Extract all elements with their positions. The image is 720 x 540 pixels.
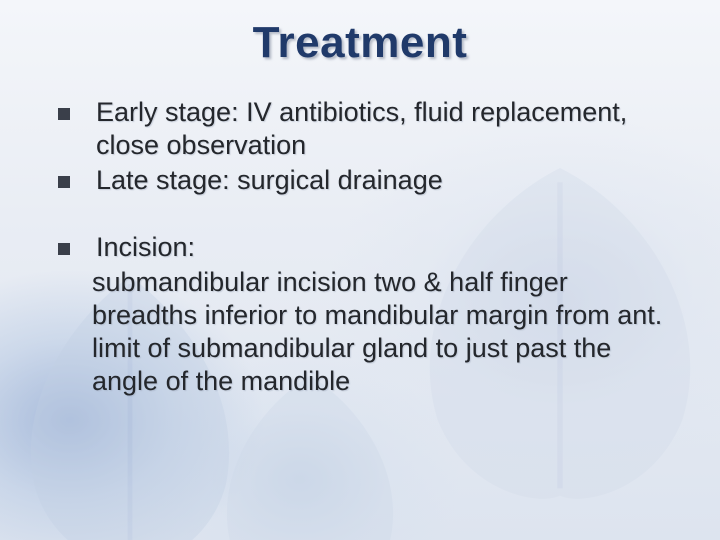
square-bullet-icon — [58, 176, 70, 188]
bullet-item: Late stage: surgical drainage — [52, 164, 668, 197]
slide-body: Early stage: IV antibiotics, fluid repla… — [40, 96, 680, 398]
bullet-item: Incision: — [52, 231, 668, 264]
bullet-item: Early stage: IV antibiotics, fluid repla… — [52, 96, 668, 162]
continuation-text: submandibular incision two & half finger… — [92, 266, 668, 398]
slide: Treatment Early stage: IV antibiotics, f… — [0, 0, 720, 540]
slide-title: Treatment — [40, 18, 680, 68]
bullet-text: Late stage: surgical drainage — [96, 164, 668, 197]
square-bullet-icon — [58, 243, 70, 255]
square-bullet-icon — [58, 108, 70, 120]
bullet-text: Incision: — [96, 231, 668, 264]
bullet-text: Early stage: IV antibiotics, fluid repla… — [96, 96, 668, 162]
